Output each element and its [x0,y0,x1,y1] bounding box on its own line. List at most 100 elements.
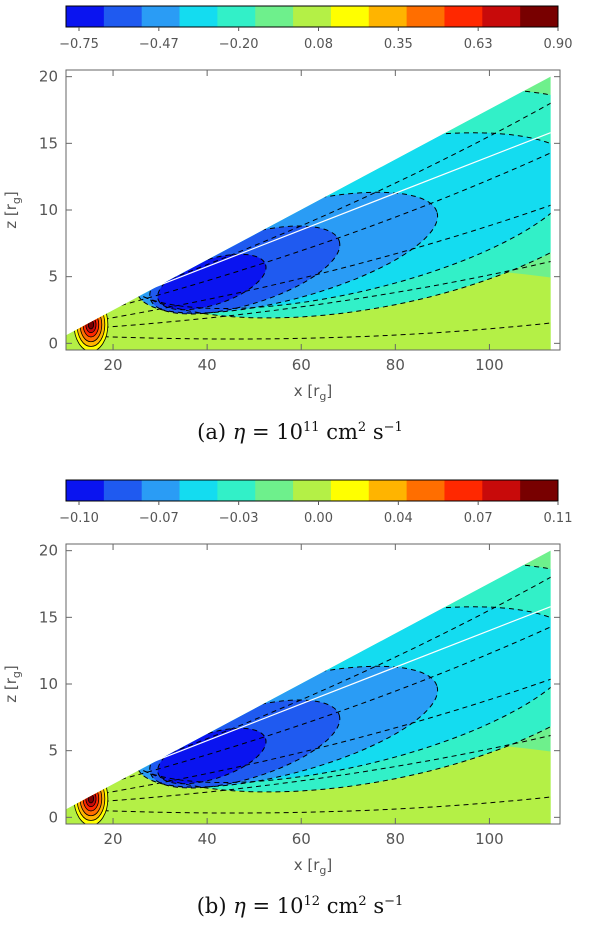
y-tick-label: 5 [48,742,58,760]
colorbar-tick-label: 0.08 [304,37,333,52]
contour-line [103,97,551,304]
x-axis: 20 40 60 80 100 [104,544,504,848]
colorbar-swatch [482,6,521,27]
field-level [66,322,551,350]
colorbar-swatch [406,480,445,501]
colorbar-swatch [66,480,105,501]
colorbar: −0.10 −0.07 −0.03 0.00 0.04 0.07 0.11 [59,479,573,526]
colorbar-tick-label: −0.75 [59,37,99,52]
positive-lobe [73,771,109,825]
colorbar-swatch [444,480,483,501]
y-axis: 0 5 10 15 20 [39,542,560,826]
colorbar-tick-label: −0.20 [219,37,259,52]
x-tick-label: 60 [292,356,311,374]
colorbar-tick-label: 0.04 [384,511,413,526]
x-axis-label: x [rg] [294,382,333,403]
x-tick-label: 80 [386,830,405,848]
contour-line [157,253,267,311]
colorbar-swatch [482,480,521,501]
contour-line [103,321,551,340]
positive-lobe [73,297,109,351]
x-tick-label: 80 [386,356,405,374]
colorbar-swatch [255,6,294,27]
y-tick-label: 20 [39,542,58,560]
y-tick-label: 20 [39,68,58,86]
field-level [87,793,95,804]
x-axis-label: x [rg] [294,856,333,877]
colorbar-frame [65,479,559,502]
colorbar-tick-label: −0.47 [139,37,179,52]
x-tick-label: 40 [198,830,217,848]
contour-line [103,148,551,311]
colorbar-tick-label: 0.00 [304,511,333,526]
white-line [112,606,551,778]
y-axis-label: z [rg] [2,191,23,229]
colorbar: −0.75 −0.47 −0.20 0.08 0.35 0.63 0.90 [59,5,573,52]
colorbar-frame [65,5,559,28]
contour-line [149,699,341,789]
x-tick-label: 60 [292,830,311,848]
y-tick-label: 5 [48,268,58,286]
contour-line [149,225,341,315]
colorbar-tick-label: 0.07 [464,511,493,526]
contour-line [103,258,551,328]
colorbar-swatch [141,480,181,501]
y-tick-label: 15 [39,134,58,152]
caption-b: (b) η = 1012 cm2 s−1 [196,894,404,918]
y-axis: 0 5 10 15 20 [39,68,560,352]
y-tick-label: 10 [39,201,58,219]
colorbar-swatch [217,6,256,27]
colorbar-swatch [255,480,294,501]
contour-line [103,732,551,802]
colorbar-swatch [141,6,181,27]
colorbar-swatch [179,480,218,501]
colorbar-swatch [444,6,483,27]
caption-a: (a) η = 1011 cm2 s−1 [197,420,403,444]
colorbar-tick-label: −0.10 [59,511,99,526]
contour-line [157,727,267,785]
y-tick-label: 10 [39,675,58,693]
y-tick-label: 15 [39,608,58,626]
colorbar-swatch [103,480,143,501]
colorbar-tick-label: 0.90 [544,37,573,52]
colorbar-tick-label: 0.63 [464,37,493,52]
panel-b: −0.10 −0.07 −0.03 0.00 0.04 0.07 0.11 20 40 60 80 1… [0,474,600,929]
x-tick-label: 100 [475,356,504,374]
x-tick-label: 20 [104,356,123,374]
x-axis: 20 40 60 80 100 [104,70,504,374]
colorbar-swatch [293,6,332,27]
colorbar-swatch [406,6,445,27]
colorbar-swatch [368,480,408,501]
chart-a: −0.75 −0.47 −0.20 0.08 0.35 0.63 0.90 20 40 60 80 1… [2,5,573,403]
field-level [157,254,266,310]
colorbar-tick-label: 0.35 [384,37,413,52]
field-level [66,796,551,824]
white-line [112,132,551,304]
colorbar-swatch [520,480,559,501]
colorbar-swatch [66,6,105,27]
y-tick-label: 0 [48,808,58,826]
colorbar-swatch [179,6,218,27]
contour-line [103,795,551,814]
colorbar-swatch [217,480,256,501]
contour-line [136,191,439,314]
x-tick-label: 40 [198,356,217,374]
field-level [87,319,95,330]
colorbar-tick-label: 0.11 [544,511,573,526]
contour-line [103,622,551,785]
colorbar-swatch [293,480,332,501]
colorbar-swatch [368,6,408,27]
field-level [157,728,266,784]
panel-a: −0.75 −0.47 −0.20 0.08 0.35 0.63 0.90 20 40 60 80 1… [0,0,600,460]
colorbar-tick-label: −0.03 [219,511,259,526]
x-tick-label: 20 [104,830,123,848]
contour-line [103,201,551,320]
colorbar-swatch [520,6,559,27]
x-tick-label: 100 [475,830,504,848]
colorbar-swatch [330,480,370,501]
colorbar-swatch [103,6,143,27]
contour-line [103,675,551,794]
chart-b: −0.10 −0.07 −0.03 0.00 0.04 0.07 0.11 20 40 60 80 1… [2,479,573,877]
colorbar-tick-label: −0.07 [139,511,179,526]
y-tick-label: 0 [48,334,58,352]
